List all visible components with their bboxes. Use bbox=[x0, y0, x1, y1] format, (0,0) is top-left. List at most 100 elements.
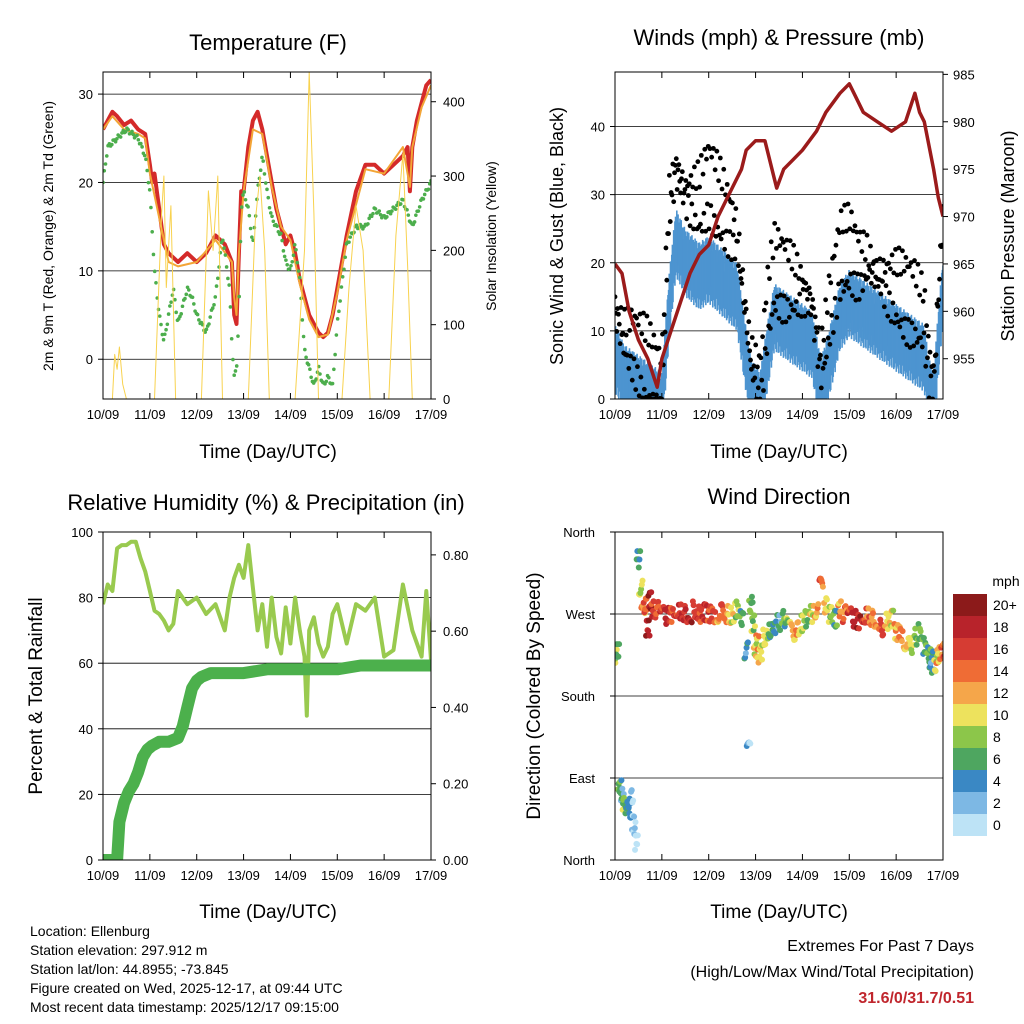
td-point bbox=[304, 355, 308, 360]
gust-point bbox=[889, 252, 895, 258]
gust-point bbox=[765, 264, 771, 270]
gust-point bbox=[644, 313, 650, 319]
gust-point bbox=[701, 210, 707, 216]
td-point bbox=[284, 258, 288, 262]
gust-point bbox=[782, 247, 788, 252]
chart-title: Winds (mph) & Pressure (mb) bbox=[634, 25, 925, 50]
gust-point bbox=[740, 267, 746, 273]
td-point bbox=[333, 352, 337, 357]
td-point bbox=[306, 362, 311, 367]
data-layer bbox=[103, 72, 431, 399]
direction-point bbox=[932, 668, 939, 675]
x-tick-label: 11/09 bbox=[646, 868, 678, 883]
direction-point bbox=[813, 609, 820, 616]
td-point bbox=[406, 213, 411, 217]
gust-point bbox=[748, 366, 754, 372]
gust-point bbox=[755, 364, 760, 370]
td-point bbox=[151, 252, 156, 257]
td-point bbox=[145, 168, 149, 173]
gust-point bbox=[900, 248, 905, 254]
td-point bbox=[260, 155, 264, 160]
colorbar-swatch bbox=[953, 770, 987, 792]
gust-point bbox=[631, 356, 637, 362]
gust-point bbox=[793, 299, 799, 304]
td-point bbox=[118, 135, 123, 139]
td-point bbox=[110, 142, 114, 147]
gust-point bbox=[875, 284, 881, 289]
td-point bbox=[212, 303, 216, 307]
td-point bbox=[371, 211, 375, 216]
td-point bbox=[354, 223, 359, 227]
gust-point bbox=[819, 325, 825, 331]
gust-point bbox=[881, 257, 886, 263]
gust-point bbox=[868, 243, 873, 249]
td-point bbox=[173, 297, 177, 302]
td-point bbox=[237, 294, 242, 299]
td-point bbox=[334, 333, 339, 337]
td-point bbox=[154, 280, 158, 285]
direction-point bbox=[912, 625, 919, 632]
td-point bbox=[377, 209, 382, 213]
td-point bbox=[414, 213, 418, 217]
td-point bbox=[282, 254, 287, 259]
x-tick-label: 11/09 bbox=[646, 407, 678, 422]
td-point bbox=[337, 309, 341, 314]
direction-point bbox=[749, 599, 756, 606]
gust-point bbox=[757, 396, 763, 399]
td-point bbox=[393, 207, 398, 211]
gust-point bbox=[885, 313, 891, 319]
gust-point bbox=[837, 297, 843, 302]
gust-point bbox=[745, 340, 751, 346]
gust-point bbox=[798, 263, 803, 269]
gust-point bbox=[914, 339, 920, 345]
gust-point bbox=[769, 312, 775, 317]
td-point bbox=[150, 229, 154, 234]
gust-point bbox=[896, 245, 902, 251]
chart-title: Temperature (F) bbox=[189, 30, 347, 55]
direction-point bbox=[755, 633, 762, 640]
gust-point bbox=[626, 366, 632, 371]
y2-tick-label: 0.40 bbox=[443, 700, 468, 715]
gust-point bbox=[697, 184, 702, 190]
gust-point bbox=[792, 307, 797, 313]
td-point bbox=[258, 168, 263, 172]
gust-point bbox=[789, 266, 795, 272]
gust-point bbox=[912, 326, 918, 332]
direction-point bbox=[690, 602, 697, 609]
gust-point bbox=[656, 345, 662, 351]
td-point bbox=[401, 198, 406, 202]
x-tick-label: 14/09 bbox=[786, 868, 819, 883]
gust-point bbox=[666, 231, 671, 237]
location-text: Location: Ellenburg bbox=[30, 923, 150, 939]
y2-tick-label: 400 bbox=[443, 95, 465, 110]
td-point bbox=[247, 213, 252, 218]
td-point bbox=[285, 262, 289, 267]
gust-point bbox=[897, 324, 903, 330]
gust-point bbox=[617, 341, 623, 347]
direction-point bbox=[615, 653, 622, 660]
gust-point bbox=[704, 156, 709, 162]
direction-point bbox=[615, 646, 620, 653]
gust-point bbox=[939, 242, 943, 248]
direction-point bbox=[780, 607, 787, 614]
gust-point bbox=[854, 229, 860, 235]
gust-point bbox=[859, 249, 865, 254]
gust-point bbox=[733, 206, 739, 211]
td-point bbox=[327, 375, 331, 380]
gust-point bbox=[776, 315, 782, 321]
gust-point bbox=[780, 239, 786, 245]
direction-point bbox=[759, 656, 766, 663]
y-tick-label: 40 bbox=[591, 120, 605, 135]
gust-point bbox=[746, 319, 752, 325]
gust-point bbox=[709, 154, 715, 160]
x-tick-label: 13/09 bbox=[739, 407, 772, 422]
gust-point bbox=[849, 209, 854, 215]
td-point bbox=[184, 292, 189, 297]
direction-point bbox=[635, 564, 642, 571]
gust-point bbox=[707, 146, 713, 152]
td-point bbox=[366, 222, 370, 226]
x-tick-label: 13/09 bbox=[227, 407, 260, 422]
gust-point bbox=[864, 232, 870, 238]
colorbar-label: 6 bbox=[993, 751, 1001, 767]
gust-point bbox=[862, 257, 868, 262]
